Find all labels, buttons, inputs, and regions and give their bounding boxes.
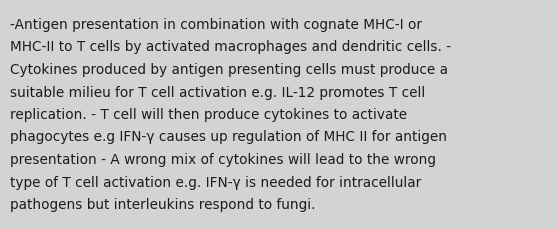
Text: suitable milieu for T cell activation e.g. IL-12 promotes T cell: suitable milieu for T cell activation e.…: [10, 85, 425, 99]
Text: pathogens but interleukins respond to fungi.: pathogens but interleukins respond to fu…: [10, 197, 315, 211]
Text: type of T cell activation e.g. IFN-γ is needed for intracellular: type of T cell activation e.g. IFN-γ is …: [10, 175, 421, 189]
Text: presentation - A wrong mix of cytokines will lead to the wrong: presentation - A wrong mix of cytokines …: [10, 152, 436, 166]
Text: replication. - T cell will then produce cytokines to activate: replication. - T cell will then produce …: [10, 108, 407, 121]
Text: -Antigen presentation in combination with cognate MHC-I or: -Antigen presentation in combination wit…: [10, 18, 422, 32]
Text: MHC-II to T cells by activated macrophages and dendritic cells. -: MHC-II to T cells by activated macrophag…: [10, 40, 451, 54]
Text: Cytokines produced by antigen presenting cells must produce a: Cytokines produced by antigen presenting…: [10, 63, 448, 77]
Text: phagocytes e.g IFN-γ causes up regulation of MHC II for antigen: phagocytes e.g IFN-γ causes up regulatio…: [10, 130, 447, 144]
